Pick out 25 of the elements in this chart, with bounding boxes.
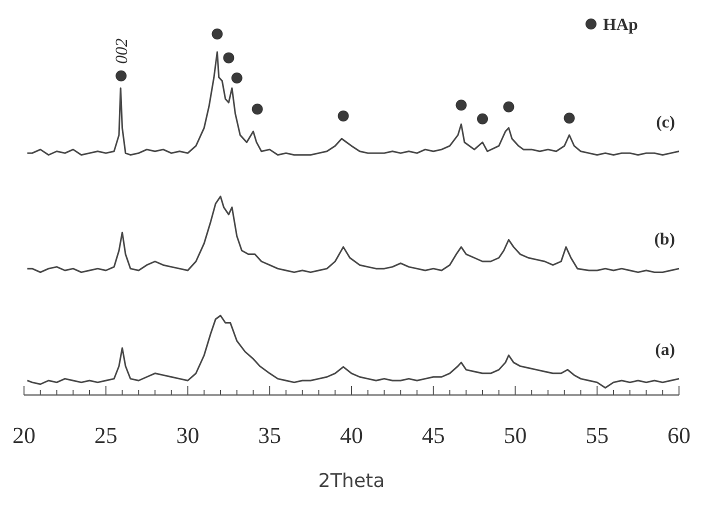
- x-tick-label: 45: [422, 423, 445, 448]
- annotation: 002: [112, 38, 132, 64]
- x-tick-label: 40: [340, 423, 363, 448]
- x-axis-title: 2Theta: [318, 470, 385, 492]
- point: [477, 113, 488, 124]
- point: [338, 110, 349, 122]
- x-tick-label: 55: [586, 423, 609, 448]
- series-label: (a): [655, 340, 675, 359]
- point: [252, 104, 263, 115]
- point: [212, 28, 223, 40]
- series-label: (b): [654, 230, 675, 249]
- point: [503, 101, 514, 112]
- x-tick-label: 60: [668, 423, 690, 448]
- x-tick-label: 30: [176, 423, 200, 448]
- x-tick-label: 20: [12, 423, 36, 448]
- point: [223, 52, 234, 64]
- x-tick-label: 35: [258, 423, 282, 448]
- point: [231, 72, 242, 84]
- point: [116, 70, 127, 82]
- x-tick-label: 50: [504, 423, 527, 448]
- series-label: (c): [656, 112, 675, 132]
- legend-label: HAp: [603, 15, 638, 34]
- point: [564, 112, 575, 124]
- point: [456, 100, 467, 111]
- x-tick-label: 25: [94, 423, 118, 448]
